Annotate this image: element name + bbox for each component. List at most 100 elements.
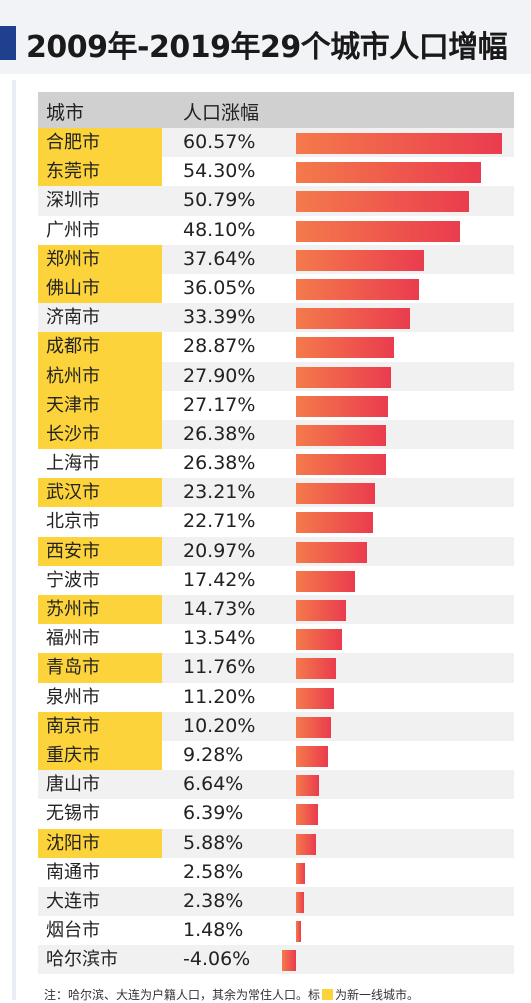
title-accent-bar xyxy=(0,26,16,60)
growth-value-label: 54.30% xyxy=(183,160,256,183)
growth-value-label: 60.57% xyxy=(183,131,256,153)
city-label: 深圳市 xyxy=(46,190,100,212)
table-row: 长沙市 26.38% xyxy=(38,419,514,450)
growth-bar xyxy=(296,541,368,563)
table-row: 武汉市 23.21% xyxy=(38,478,514,508)
table-row: 泉州市 11.20% xyxy=(38,683,514,712)
table-row: 上海市 26.38% xyxy=(38,449,514,478)
column-header-city: 城市 xyxy=(46,102,85,124)
growth-value-label: -4.06% xyxy=(183,948,251,971)
table-row: 宁波市 17.42% xyxy=(38,566,514,595)
city-label: 济南市 xyxy=(46,307,100,329)
table-row: 杭州市 27.90% xyxy=(38,361,514,391)
data-table: 城市 人口涨幅 合肥市 60.57% 东莞市 54.30% 深圳市 50.79% 广州市 48… xyxy=(38,92,514,975)
growth-bar xyxy=(296,220,460,242)
growth-bar xyxy=(296,249,424,271)
growth-bar xyxy=(296,278,419,300)
growth-value-label: 11.76% xyxy=(183,656,256,679)
growth-bar xyxy=(296,600,347,621)
city-label: 福州市 xyxy=(46,628,100,650)
table-row: 北京市 22.71% xyxy=(38,507,514,536)
growth-bar xyxy=(296,862,305,884)
growth-value-label: 6.39% xyxy=(183,802,244,825)
table-row: 福州市 13.54% xyxy=(38,624,514,653)
city-label: 武汉市 xyxy=(38,478,162,508)
growth-value-label: 37.64% xyxy=(183,247,256,270)
table-row: 深圳市 50.79% xyxy=(38,186,514,216)
growth-value-label: 6.64% xyxy=(183,773,244,796)
table-row: 苏州市 14.73% xyxy=(38,595,514,625)
growth-value-label: 11.20% xyxy=(183,685,256,708)
city-label: 上海市 xyxy=(46,453,100,475)
growth-bar xyxy=(296,891,305,913)
city-label: 广州市 xyxy=(46,219,100,241)
table-row: 南京市 10.20% xyxy=(38,711,514,741)
table-row: 南通市 2.58% xyxy=(38,858,514,887)
growth-value-label: 28.87% xyxy=(183,335,256,358)
growth-value-label: 10.20% xyxy=(183,714,256,737)
growth-bar xyxy=(296,716,331,738)
growth-bar xyxy=(296,921,302,943)
city-label: 泉州市 xyxy=(46,686,100,708)
footnote-prefix: 注：哈尔滨、大连为户籍人口，其余为常住人口。标 xyxy=(44,988,321,1002)
table-body: 合肥市 60.57% 东莞市 54.30% 深圳市 50.79% 广州市 48.10% 郑州市 3… xyxy=(38,128,514,975)
growth-bar xyxy=(296,337,395,359)
table-row: 西安市 20.97% xyxy=(38,536,514,566)
growth-value-label: 22.71% xyxy=(183,510,256,533)
growth-value-label: 1.48% xyxy=(183,919,244,942)
growth-value-label: 36.05% xyxy=(183,276,256,299)
city-label: 无锡市 xyxy=(46,803,100,825)
growth-bar xyxy=(296,162,481,184)
table-row: 佛山市 36.05% xyxy=(38,273,514,304)
city-label: 宁波市 xyxy=(46,569,100,591)
column-header-growth: 人口涨幅 xyxy=(183,102,260,124)
table-row: 青岛市 11.76% xyxy=(38,653,514,683)
city-label: 烟台市 xyxy=(46,920,100,942)
growth-value-label: 14.73% xyxy=(183,598,256,620)
growth-value-label: 2.38% xyxy=(183,889,244,912)
growth-value-label: 50.79% xyxy=(183,189,256,212)
growth-bar xyxy=(296,133,502,154)
footnote: 注：哈尔滨、大连为户籍人口，其余为常住人口。标 为新一线城市。 xyxy=(44,986,419,1003)
growth-bar xyxy=(296,512,374,534)
city-label: 大连市 xyxy=(46,890,100,912)
growth-bar xyxy=(296,745,328,767)
table-row: 唐山市 6.64% xyxy=(38,770,514,800)
city-label: 南京市 xyxy=(38,711,162,741)
growth-value-label: 20.97% xyxy=(183,539,256,562)
city-label: 苏州市 xyxy=(38,595,162,625)
table-row: 成都市 28.87% xyxy=(38,332,514,362)
growth-bar xyxy=(296,454,386,476)
city-label: 成都市 xyxy=(38,332,162,362)
table-header-row: 城市 人口涨幅 xyxy=(38,92,514,128)
table-row: 大连市 2.38% xyxy=(38,886,514,917)
growth-bar xyxy=(296,804,318,826)
city-label: 沈阳市 xyxy=(38,828,162,858)
growth-bar xyxy=(296,629,343,651)
city-label: 北京市 xyxy=(46,511,100,533)
growth-bar xyxy=(296,366,391,388)
tier1-legend-swatch xyxy=(322,989,334,1000)
city-label: 唐山市 xyxy=(46,774,100,796)
growth-bar xyxy=(296,833,316,855)
growth-value-label: 13.54% xyxy=(183,627,256,650)
city-label: 杭州市 xyxy=(38,361,162,391)
growth-bar xyxy=(296,775,319,797)
city-label: 佛山市 xyxy=(38,273,162,304)
growth-bar xyxy=(296,191,469,213)
growth-value-label: 23.21% xyxy=(183,481,256,504)
table-row: 烟台市 1.48% xyxy=(38,916,514,945)
table-row: 哈尔滨市 -4.06% xyxy=(38,945,514,975)
growth-value-label: 17.42% xyxy=(183,568,256,591)
table-row: 重庆市 9.28% xyxy=(38,740,514,771)
chart-title: 2009年-2019年29个城市人口增幅 xyxy=(26,30,508,65)
city-label: 南通市 xyxy=(46,861,100,883)
city-label: 东莞市 xyxy=(38,157,162,187)
table-row: 东莞市 54.30% xyxy=(38,157,514,187)
city-label: 重庆市 xyxy=(38,740,162,771)
growth-bar xyxy=(296,483,375,505)
growth-bar xyxy=(296,395,389,417)
growth-bar xyxy=(296,308,410,330)
city-label: 哈尔滨市 xyxy=(46,949,118,971)
growth-value-label: 26.38% xyxy=(183,452,256,475)
